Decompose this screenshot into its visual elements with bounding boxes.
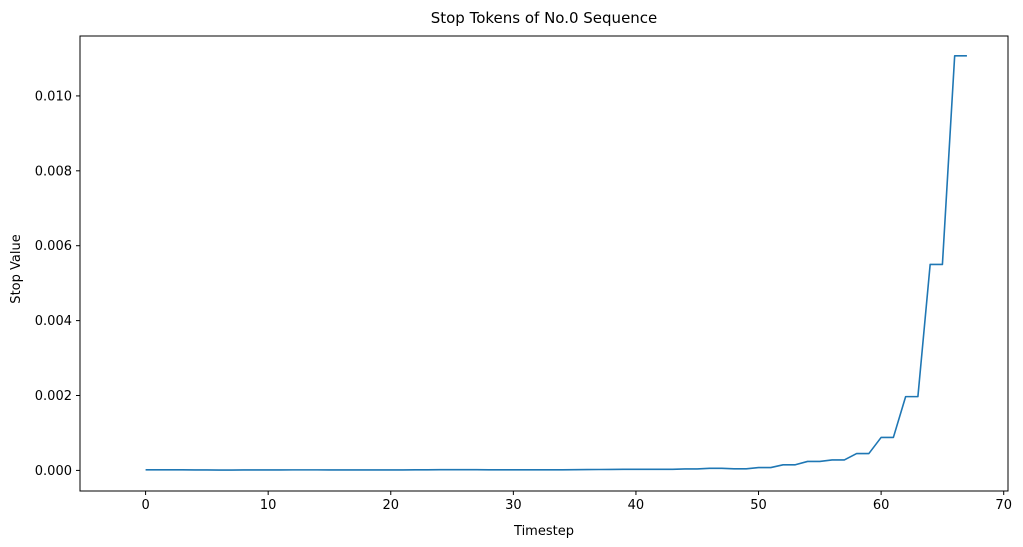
plot-frame (79, 35, 1009, 492)
x-tick-label: 0 (141, 498, 149, 513)
y-tick-label: 0.010 (35, 89, 72, 104)
x-tick-label: 30 (505, 498, 522, 513)
x-tick-label: 70 (995, 498, 1012, 513)
y-tick-label: 0.002 (35, 389, 72, 404)
x-axis-title: Timestep (513, 524, 574, 539)
x-tick-label: 50 (750, 498, 767, 513)
y-axis-title: Stop Value (9, 234, 24, 303)
y-tick-label: 0.008 (35, 164, 72, 179)
x-tick-label: 10 (260, 498, 277, 513)
data-series-line (145, 55, 967, 471)
plot-area: 0 10 20 30 40 50 60 70 0.000 0.002 0.004 0.006 0.008… (35, 35, 1012, 513)
x-tick-label: 20 (382, 498, 399, 513)
y-tick-label: 0.004 (35, 314, 72, 329)
x-tick-label: 40 (628, 498, 645, 513)
x-tick-label: 60 (873, 498, 890, 513)
y-tick-label: 0.000 (35, 464, 72, 479)
y-tick-label: 0.006 (35, 239, 72, 254)
chart-title: Stop Tokens of No.0 Sequence (431, 9, 658, 27)
